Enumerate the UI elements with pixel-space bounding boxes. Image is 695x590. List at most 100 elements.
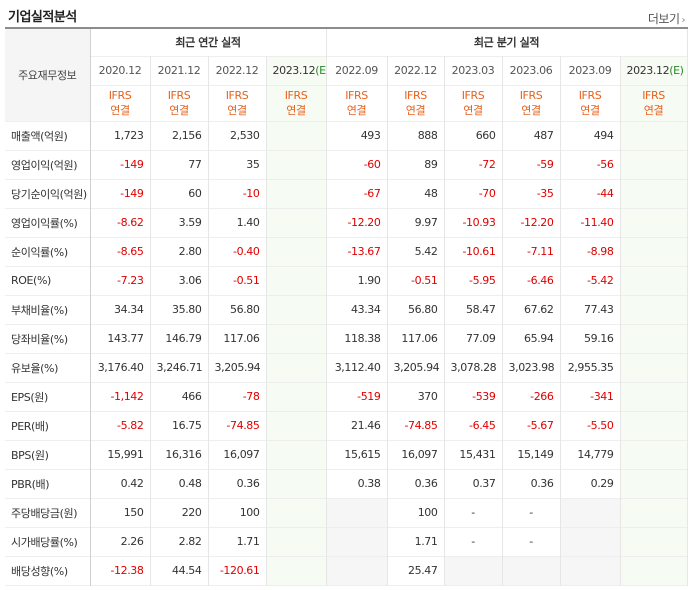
table-cell: 16,097 bbox=[208, 440, 267, 469]
table-cell bbox=[620, 266, 688, 295]
row-label: 시가배당률(%) bbox=[5, 527, 91, 556]
financial-table: 주요재무정보 최근 연간 실적 최근 분기 실적 2020.12 2021.12 2… bbox=[5, 27, 688, 586]
table-cell: -5.42 bbox=[560, 266, 621, 295]
table-cell: -5.67 bbox=[502, 411, 561, 440]
table-cell: 0.37 bbox=[444, 469, 503, 498]
table-cell: 25.47 bbox=[387, 556, 445, 585]
more-link-label[interactable]: 더보기 bbox=[647, 12, 680, 26]
table-cell: 43.34 bbox=[325, 295, 388, 324]
table-cell bbox=[444, 556, 503, 585]
row-label: EPS(원) bbox=[5, 382, 91, 411]
table-cell: 89 bbox=[387, 150, 445, 179]
acct-consolidated: 연결 bbox=[521, 104, 541, 117]
table-cell bbox=[266, 121, 327, 150]
table-cell: 34.34 bbox=[90, 295, 151, 324]
table-cell bbox=[620, 527, 688, 556]
table-cell bbox=[266, 179, 327, 208]
table-cell: 2.82 bbox=[150, 527, 209, 556]
table-cell: -13.67 bbox=[325, 237, 388, 266]
table-cell: 0.29 bbox=[560, 469, 621, 498]
table-cell: 1.40 bbox=[208, 208, 267, 237]
table-cell: -519 bbox=[325, 382, 388, 411]
table-cell: -56 bbox=[560, 150, 621, 179]
group-quarter-header: 최근 분기 실적 bbox=[325, 28, 688, 56]
table-row: 영업이익률(%) -8.62 3.59 1.40 -12.20 9.97 -10.93 -12… bbox=[5, 208, 688, 237]
table-cell: 150 bbox=[90, 498, 151, 527]
table-cell: 487 bbox=[502, 121, 561, 150]
table-cell bbox=[325, 556, 388, 585]
table-cell: -11.40 bbox=[560, 208, 621, 237]
table-cell: 3,078.28 bbox=[444, 353, 503, 382]
period-label: 2023.12 bbox=[272, 64, 316, 77]
table-cell: 60 bbox=[150, 179, 209, 208]
period-quarter-2: 2023.03 bbox=[444, 56, 503, 85]
table-cell: 16.75 bbox=[150, 411, 209, 440]
table-row: PBR(배) 0.42 0.48 0.36 0.38 0.36 0.37 0.36 0.29 bbox=[5, 469, 688, 498]
table-row: 영업이익(억원) -149 77 35 -60 89 -72 -59 -56 bbox=[5, 150, 688, 179]
section-title: 기업실적분석 bbox=[8, 10, 77, 25]
table-row: 주당배당금(원) 150 220 100 100- - bbox=[5, 498, 688, 527]
table-cell: 0.36 bbox=[502, 469, 561, 498]
table-cell: 3,176.40 bbox=[90, 353, 151, 382]
acct-standard: IFRS 연결 bbox=[444, 85, 503, 121]
row-label: 영업이익(억원) bbox=[5, 150, 91, 179]
table-row: 매출액(억원) 1,723 2,156 2,530 493 888 660 487 494 bbox=[5, 121, 688, 150]
row-label: BPS(원) bbox=[5, 440, 91, 469]
table-row: 순이익률(%) -8.65 2.80 -0.40 -13.67 5.42 -10.61 -7.… bbox=[5, 237, 688, 266]
table-cell bbox=[266, 150, 327, 179]
table-cell bbox=[266, 237, 327, 266]
table-cell: -5.95 bbox=[444, 266, 503, 295]
row-header: 주요재무정보 bbox=[5, 28, 91, 121]
table-cell: 16,316 bbox=[150, 440, 209, 469]
chevron-right-icon: › bbox=[681, 15, 686, 26]
table-cell: 1.90 bbox=[325, 266, 388, 295]
table-cell: 493 bbox=[325, 121, 388, 150]
table-cell: -10 bbox=[208, 179, 267, 208]
table-cell bbox=[620, 150, 688, 179]
table-cell: 117.06 bbox=[387, 324, 445, 353]
table-cell: 2,955.35 bbox=[560, 353, 621, 382]
table-cell: 77 bbox=[150, 150, 209, 179]
table-cell bbox=[266, 440, 327, 469]
table-cell: -44 bbox=[560, 179, 621, 208]
table-cell bbox=[502, 556, 561, 585]
table-cell: -10.93 bbox=[444, 208, 503, 237]
table-cell: 100 bbox=[208, 498, 267, 527]
acct-consolidated: 연결 bbox=[110, 104, 130, 117]
table-cell: 118.38 bbox=[325, 324, 388, 353]
table-cell: -59 bbox=[502, 150, 561, 179]
table-cell: 48 bbox=[387, 179, 445, 208]
acct-standard: IFRS 연결 bbox=[150, 85, 209, 121]
more-link[interactable]: 더보기 › bbox=[647, 10, 686, 27]
table-cell: 143.77 bbox=[90, 324, 151, 353]
acct-ifrs: IFRS bbox=[167, 89, 191, 102]
acct-standard: IFRS 연결 bbox=[266, 85, 327, 121]
table-cell: -6.46 bbox=[502, 266, 561, 295]
table-cell: 3,205.94 bbox=[387, 353, 445, 382]
table-cell: 65.94 bbox=[502, 324, 561, 353]
table-row: 당좌비율(%) 143.77 146.79 117.06 118.38 117.06 77.… bbox=[5, 324, 688, 353]
row-label: 당기순이익(억원) bbox=[5, 179, 91, 208]
table-cell bbox=[266, 353, 327, 382]
table-cell: -539 bbox=[444, 382, 503, 411]
acct-standard: IFRS 연결 bbox=[387, 85, 445, 121]
table-cell bbox=[560, 527, 621, 556]
table-cell: 16,097 bbox=[387, 440, 445, 469]
table-cell: -149 bbox=[90, 179, 151, 208]
table-cell: 1.71 bbox=[387, 527, 445, 556]
table-row: ROE(%) -7.23 3.06 -0.51 1.90 -0.51 -5.95 -6.46-… bbox=[5, 266, 688, 295]
table-cell bbox=[266, 266, 327, 295]
acct-standard: IFRS 연결 bbox=[208, 85, 267, 121]
table-cell: 77.09 bbox=[444, 324, 503, 353]
table-cell: - bbox=[502, 527, 561, 556]
acct-ifrs: IFRS bbox=[642, 89, 665, 102]
table-cell bbox=[620, 353, 688, 382]
acct-ifrs: IFRS bbox=[225, 89, 249, 102]
table-cell: 3,112.40 bbox=[325, 353, 388, 382]
table-cell bbox=[620, 295, 688, 324]
table-cell: 3,205.94 bbox=[208, 353, 267, 382]
table-cell bbox=[560, 556, 621, 585]
period-annual-0: 2020.12 bbox=[90, 56, 151, 85]
table-cell: -0.51 bbox=[387, 266, 445, 295]
table-cell: -8.65 bbox=[90, 237, 151, 266]
